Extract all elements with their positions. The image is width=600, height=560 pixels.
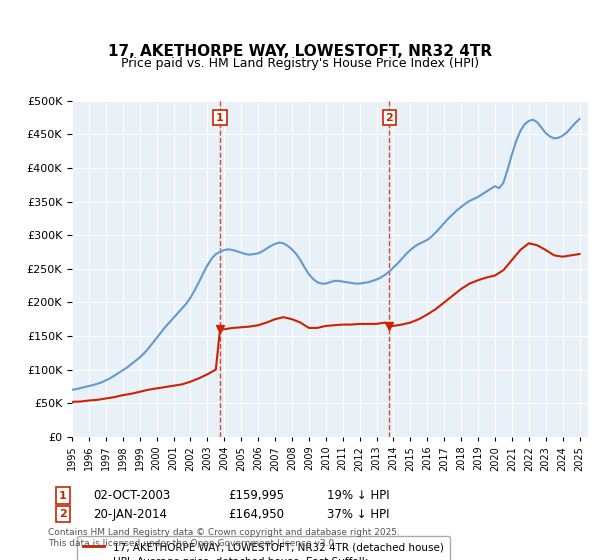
Text: £164,950: £164,950	[228, 507, 284, 521]
Text: Contains HM Land Registry data © Crown copyright and database right 2025.
This d: Contains HM Land Registry data © Crown c…	[48, 528, 400, 548]
Legend: 17, AKETHORPE WAY, LOWESTOFT, NR32 4TR (detached house), HPI: Average price, det: 17, AKETHORPE WAY, LOWESTOFT, NR32 4TR (…	[77, 536, 450, 560]
Text: 19% ↓ HPI: 19% ↓ HPI	[327, 489, 389, 502]
Text: 1: 1	[59, 491, 67, 501]
Text: 20-JAN-2014: 20-JAN-2014	[93, 507, 167, 521]
Text: 1: 1	[216, 113, 224, 123]
Text: 02-OCT-2003: 02-OCT-2003	[93, 489, 170, 502]
Text: 2: 2	[385, 113, 393, 123]
Text: Price paid vs. HM Land Registry's House Price Index (HPI): Price paid vs. HM Land Registry's House …	[121, 57, 479, 70]
Text: £159,995: £159,995	[228, 489, 284, 502]
Text: 2: 2	[59, 509, 67, 519]
Text: 37% ↓ HPI: 37% ↓ HPI	[327, 507, 389, 521]
Text: 17, AKETHORPE WAY, LOWESTOFT, NR32 4TR: 17, AKETHORPE WAY, LOWESTOFT, NR32 4TR	[108, 44, 492, 59]
